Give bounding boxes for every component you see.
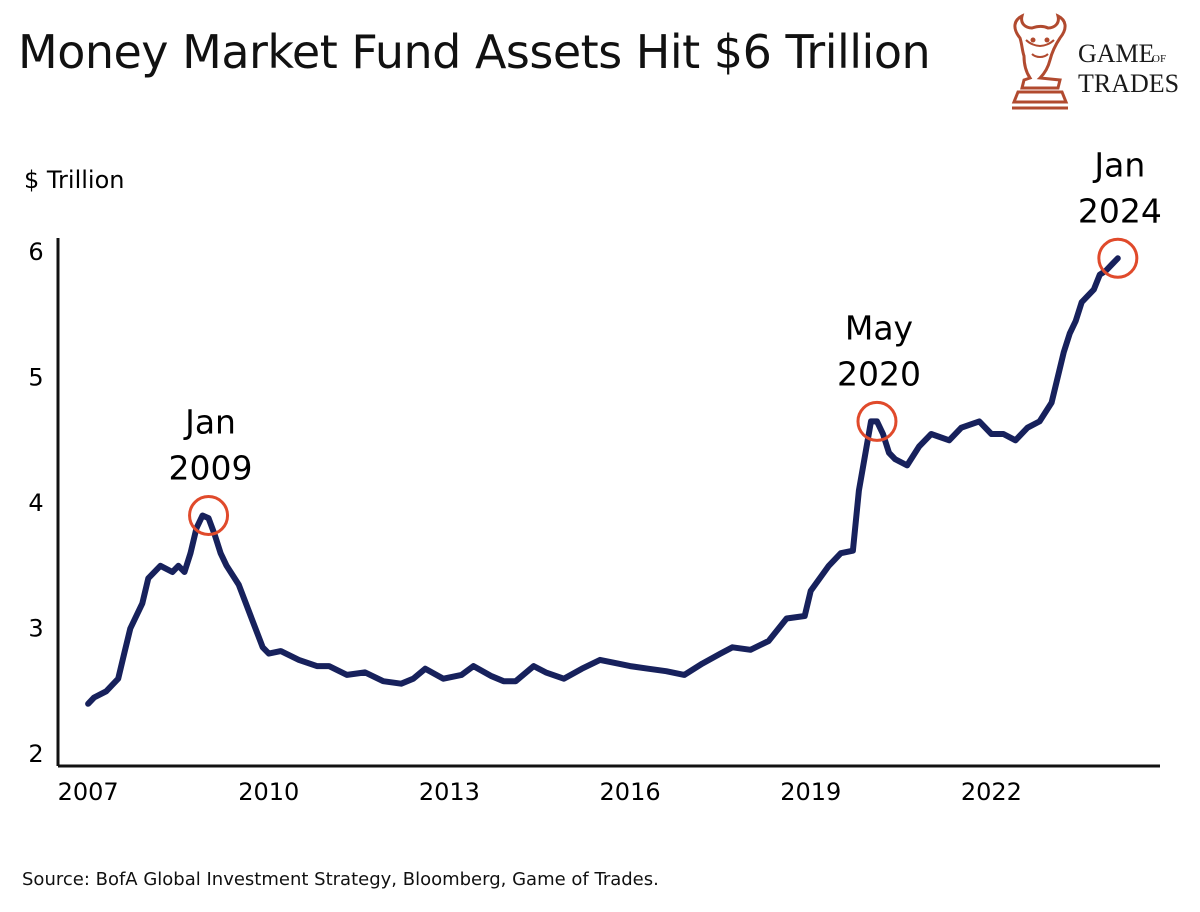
annotation-label: Jan <box>183 403 236 442</box>
x-tick-label: 2010 <box>238 778 299 806</box>
x-tick-label: 2019 <box>780 778 841 806</box>
series-line <box>85 255 1121 707</box>
series-layer <box>85 255 1121 707</box>
annotation-label: 2024 <box>1078 191 1162 230</box>
y-tick-label: 4 <box>28 489 43 517</box>
y-tick-label: 2 <box>28 740 43 768</box>
logo-word-trades: TRADES <box>1078 69 1179 98</box>
annotation-label: Jan <box>1092 145 1145 184</box>
x-tick-label: 2016 <box>600 778 661 806</box>
annotation-label: May <box>845 308 913 347</box>
x-tick-label: 2022 <box>961 778 1022 806</box>
y-tick-label: 5 <box>28 364 43 392</box>
y-tick-label: 3 <box>28 615 43 643</box>
annotation-label: 2009 <box>169 449 253 488</box>
x-tick-label: 2007 <box>58 778 119 806</box>
highlight-circle <box>1097 237 1139 279</box>
highlight-circle <box>188 495 230 537</box>
game-of-trades-logo: GAME OF TRADES <box>1002 10 1194 114</box>
y-tick-label: 6 <box>28 238 43 266</box>
annotations-layer: Jan 2009 May 2020 Jan 2024 <box>169 145 1162 537</box>
logo-word-game: GAME <box>1078 39 1155 68</box>
y-axis-label: $ Trillion <box>24 166 124 194</box>
x-axis-ticks: 2007 2010 2013 2016 2019 2022 <box>58 778 1022 806</box>
annotation-label: 2020 <box>837 354 921 393</box>
y-axis-ticks: 2 3 4 5 6 <box>28 238 43 768</box>
logo-word-of: OF <box>1152 53 1166 65</box>
bull-chess-knight-icon: GAME OF TRADES <box>1011 13 1179 110</box>
x-tick-label: 2013 <box>419 778 480 806</box>
source-note: Source: BofA Global Investment Strategy,… <box>22 869 659 890</box>
chart-title: Money Market Fund Assets Hit $6 Trillion <box>18 25 931 79</box>
highlight-circle <box>856 400 898 442</box>
